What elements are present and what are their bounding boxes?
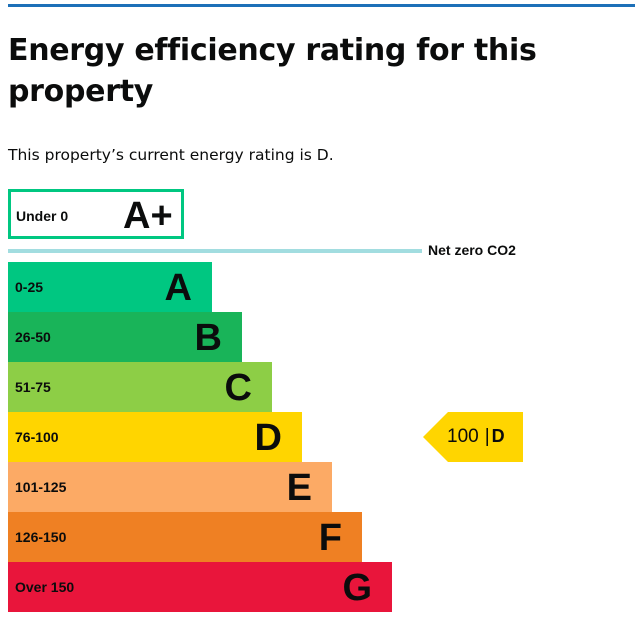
band-letter: F xyxy=(318,517,342,559)
current-rating-summary: This property’s current energy rating is… xyxy=(8,146,334,164)
band-range-label: 101-125 xyxy=(15,479,67,495)
rating-band-aplus: Under 0 A+ xyxy=(8,189,184,239)
rating-band-b: 26-50 B xyxy=(8,312,242,362)
page-title: Energy efficiency rating for this proper… xyxy=(8,33,537,109)
current-rating-indicator: 100 | D xyxy=(447,426,505,448)
band-range-label: Over 150 xyxy=(15,579,75,595)
net-zero-line xyxy=(8,249,422,253)
band-letter: D xyxy=(254,417,282,459)
band-letter: A+ xyxy=(123,195,173,237)
band-letter: E xyxy=(286,467,312,509)
band-range-label: 51-75 xyxy=(15,379,51,395)
top-divider xyxy=(8,4,635,7)
band-range-label: 0-25 xyxy=(15,279,44,295)
current-score: 100 xyxy=(447,426,479,447)
current-rating-arrow xyxy=(423,412,523,462)
current-rating-arrow-shape xyxy=(423,412,523,462)
rating-band-c: 51-75 C xyxy=(8,362,272,412)
band-letter: A xyxy=(164,267,192,309)
band-range-label: 26-50 xyxy=(15,329,51,345)
rating-separator: | xyxy=(484,426,490,447)
band-range-label: 126-150 xyxy=(15,529,67,545)
rating-band-a: 0-25 A xyxy=(8,262,212,312)
rating-band-f: 126-150 F xyxy=(8,512,362,562)
rating-band-e: 101-125 E xyxy=(8,462,332,512)
band-range-label: 76-100 xyxy=(15,429,59,445)
band-letter: C xyxy=(224,367,252,409)
rating-band-d: 76-100 D xyxy=(8,412,302,462)
band-range-label: Under 0 xyxy=(16,208,69,224)
band-letter: B xyxy=(194,317,222,359)
net-zero-label: Net zero CO2 xyxy=(428,242,516,258)
current-rating-letter: D xyxy=(491,426,505,446)
band-letter: G xyxy=(342,567,372,609)
rating-band-g: Over 150 G xyxy=(8,562,392,612)
